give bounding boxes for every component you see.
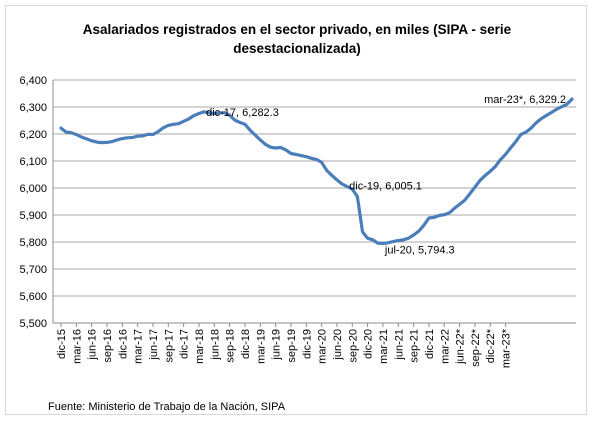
- x-tick-label: sep-21: [409, 329, 421, 363]
- plot-area: [59, 97, 574, 246]
- x-axis: dic-15 mar-16 jun-16 sep-16 dic-16 mar-17 jun-…: [53, 322, 576, 368]
- x-tick-label: dic-18: [240, 329, 252, 359]
- y-tick-label: 6,000: [19, 183, 47, 195]
- x-tick-label: mar-17: [133, 329, 145, 364]
- chart-frame: [5, 5, 587, 415]
- x-tick-label: dic-15: [56, 329, 68, 359]
- x-tick-label: jun-17: [148, 329, 160, 361]
- series-line: [59, 97, 574, 246]
- y-axis: 5,500 5,600 5,700 5,800 5,900 6,000 6,100 6,200…: [19, 75, 54, 330]
- x-tick-label: jun-22*: [455, 328, 467, 365]
- x-tick-label: dic-21: [424, 329, 436, 359]
- x-tick-label: mar-19: [255, 329, 267, 364]
- chart-title-line-1: Asalariados registrados en el sector pri…: [82, 22, 512, 37]
- x-tick-label: sep-22*: [470, 328, 482, 367]
- gridlines: [53, 79, 576, 324]
- y-tick-label: 6,300: [19, 102, 47, 114]
- x-tick-label: mar-18: [194, 329, 206, 364]
- x-tick-label: sep-20: [347, 329, 359, 363]
- chart-title-line-2: desestacionalizada): [233, 41, 361, 56]
- data-label: dic-19, 6,005.1: [349, 181, 422, 193]
- y-tick-label: 5,500: [19, 318, 47, 330]
- y-tick-label: 5,600: [19, 291, 47, 303]
- chart-title: Asalariados registrados en el sector pri…: [0, 20, 594, 58]
- y-tick-label: 5,700: [19, 264, 47, 276]
- y-tick-label: 6,100: [19, 156, 47, 168]
- y-tick-label: 5,800: [19, 237, 47, 249]
- data-label: dic-17, 6,282.3: [206, 107, 279, 119]
- x-tick-label: dic-22*: [485, 328, 497, 363]
- x-tick-label: jun-16: [87, 329, 99, 361]
- x-tick-label: jun-20: [332, 329, 344, 361]
- x-tick-label: sep-17: [163, 329, 175, 363]
- x-tick-label: mar-16: [71, 329, 83, 364]
- x-tick-label: mar-20: [317, 329, 329, 364]
- annotations: dic-17, 6,282.3 dic-19, 6,005.1 jul-20, 5,…: [206, 94, 566, 256]
- x-tick-label: dic-19: [301, 329, 313, 359]
- y-tick-label: 6,200: [19, 129, 47, 141]
- x-tick-label: jun-19: [271, 329, 283, 361]
- x-tick-label: sep-16: [102, 329, 114, 363]
- x-tick-label: mar-22: [439, 329, 451, 364]
- x-tick-label: jun-18: [209, 329, 221, 361]
- x-tick-label: mar-23*: [501, 328, 513, 368]
- source-note: Fuente: Ministerio de Trabajo de la Naci…: [48, 401, 286, 413]
- y-tick-label: 6,400: [19, 75, 47, 87]
- x-tick-label: jun-21: [393, 329, 405, 361]
- x-tick-label: dic-20: [363, 329, 375, 359]
- data-label: mar-23*, 6,329.2: [484, 94, 566, 106]
- x-tick-label: dic-16: [117, 329, 129, 359]
- data-label: jul-20, 5,794.3: [384, 245, 455, 257]
- x-tick-label: sep-19: [286, 329, 298, 363]
- y-tick-label: 5,900: [19, 210, 47, 222]
- x-tick-label: dic-17: [179, 329, 191, 359]
- x-tick-label: sep-18: [225, 329, 237, 363]
- x-tick-label: mar-21: [378, 329, 390, 364]
